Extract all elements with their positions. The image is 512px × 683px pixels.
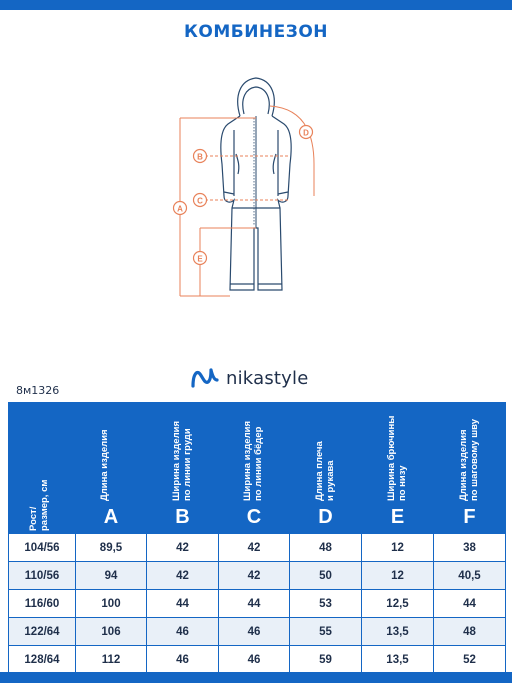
column-letter: D (318, 506, 333, 528)
column-header-line: по линии груди (181, 428, 193, 501)
value-cell: 112 (75, 645, 147, 674)
column-letter: E (390, 506, 405, 528)
column-header-line: Ширина изделия (170, 421, 182, 501)
column-header: Рост/размер, см (8, 402, 76, 534)
size-cell: 128/64 (8, 645, 76, 674)
measure-label-c: C (197, 197, 203, 206)
size-cell: 104/56 (8, 533, 76, 562)
top-bar (0, 0, 512, 10)
column-header: Длина плеча и рукава D (289, 402, 362, 534)
column-header-line: Длина изделия (99, 429, 110, 501)
value-cell: 13,5 (361, 617, 434, 646)
value-cell: 46 (218, 645, 290, 674)
value-cell: 89,5 (75, 533, 147, 562)
value-cell: 50 (289, 561, 362, 590)
value-cell: 44 (146, 589, 219, 618)
value-cell: 12,5 (361, 589, 434, 618)
column-header-line: по шаговому шву (468, 418, 480, 501)
value-cell: 46 (218, 617, 290, 646)
value-cell: 106 (75, 617, 147, 646)
value-cell: 42 (218, 533, 290, 562)
value-cell: 48 (433, 617, 506, 646)
column-header-label: Длина изделия (99, 411, 123, 501)
size-cell: 122/64 (8, 617, 76, 646)
value-cell: 46 (146, 645, 219, 674)
bottom-bar (0, 672, 512, 683)
column-header-label: Длина плеча и рукава (314, 411, 338, 501)
value-cell: 44 (218, 589, 290, 618)
column-header-line: размер, см (39, 479, 50, 531)
value-cell: 12 (361, 561, 434, 590)
size-cell: 116/60 (8, 589, 76, 618)
column-header-line: по линии бёдер (253, 426, 264, 501)
measure-label-b: B (197, 153, 203, 162)
column-header-label: Ширина изделия по линии груди (171, 411, 195, 501)
column-header-line: Рост/ (28, 506, 39, 531)
column-letter: C (246, 506, 262, 528)
column-header-line: Ширина изделия (242, 421, 253, 501)
article-number: 8м1326 (16, 384, 60, 397)
value-cell: 100 (75, 589, 147, 618)
column-header-line: Длина изделия (457, 429, 469, 501)
value-cell: 44 (433, 589, 506, 618)
value-cell: 42 (146, 561, 219, 590)
table-row: 104/56 89,5 42 42 48 12 38 (8, 533, 506, 562)
value-cell: 40,5 (433, 561, 506, 590)
table-row: 128/64 112 46 46 59 13,5 52 (8, 645, 506, 674)
measure-label-e: E (197, 255, 203, 264)
column-header-line: и рукава (324, 460, 336, 501)
table-row: 122/64 106 46 46 55 13,5 48 (8, 617, 506, 646)
table-row: 110/56 94 42 42 50 12 40,5 (8, 561, 506, 590)
column-header: Длина изделия A (75, 402, 147, 534)
column-header-line: Длина плеча (313, 441, 325, 501)
value-cell: 12 (361, 533, 434, 562)
column-header-label: Ширина изделия по линии бёдер (242, 411, 266, 501)
table-header-row: Рост/размер, см Длина изделия A Ширина из… (8, 402, 506, 534)
column-header-label: Рост/размер, см (28, 441, 52, 531)
column-header: Ширина изделия по линии бёдер C (218, 402, 290, 534)
page-title: КОМБИНЕЗОН (183, 22, 329, 42)
value-cell: 94 (75, 561, 147, 590)
column-header-line: по низу (396, 465, 408, 501)
value-cell: 38 (433, 533, 506, 562)
column-header-label: Длина изделия по шаговому шву (458, 411, 482, 501)
column-letter: F (463, 506, 476, 528)
measure-label-a: A (177, 205, 183, 214)
column-letter: A (103, 506, 119, 528)
column-header: Ширина изделия по линии груди B (146, 402, 219, 534)
value-cell: 42 (218, 561, 290, 590)
value-cell: 46 (146, 617, 219, 646)
brand-name: nikastyle (226, 367, 309, 389)
column-header-label: Ширина брючины по низу (386, 411, 410, 501)
column-letter: B (175, 506, 190, 528)
value-cell: 52 (433, 645, 506, 674)
value-cell: 42 (146, 533, 219, 562)
value-cell: 13,5 (361, 645, 434, 674)
value-cell: 59 (289, 645, 362, 674)
nikastyle-logo-icon (191, 368, 219, 388)
measure-label-d: D (303, 129, 309, 138)
value-cell: 55 (289, 617, 362, 646)
size-table: Рост/размер, см Длина изделия A Ширина из… (8, 402, 506, 674)
column-header-line: Ширина брючины (385, 415, 397, 501)
size-cell: 110/56 (8, 561, 76, 590)
value-cell: 53 (289, 589, 362, 618)
jumpsuit-diagram: A B C D E (172, 77, 315, 297)
table-row: 116/60 100 44 44 53 12,5 44 (8, 589, 506, 618)
brand-block: nikastyle (190, 365, 309, 391)
value-cell: 48 (289, 533, 362, 562)
column-header: Ширина брючины по низу E (361, 402, 434, 534)
column-header: Длина изделия по шаговому шву F (433, 402, 506, 534)
